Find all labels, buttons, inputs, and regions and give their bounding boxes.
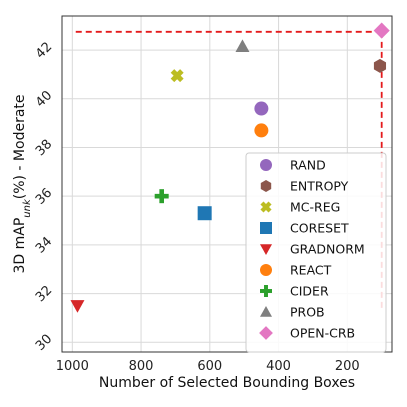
legend-marker-rand xyxy=(260,159,272,171)
data-point-cider xyxy=(154,189,169,204)
legend-marker-entropy xyxy=(260,180,272,192)
legend-marker-coreset xyxy=(260,222,272,234)
x-tick-label: 800 xyxy=(129,359,154,374)
legend-item-open-crb: OPEN-CRB xyxy=(259,326,355,341)
data-point-open-crb xyxy=(373,22,390,39)
legend-marker-cider xyxy=(260,285,272,297)
x-tick-label: 400 xyxy=(266,359,291,374)
y-axis-title-rest: (%) - Moderate xyxy=(12,94,28,199)
legend-label: GRADNORM xyxy=(290,242,365,257)
legend: RAND ENTROPY MC-REG CORESET GRADNORM REACT CID… xyxy=(245,152,387,353)
legend-marker-open-crb xyxy=(259,326,273,340)
data-point-rand xyxy=(254,101,269,116)
data-point-react xyxy=(254,123,269,138)
y-axis-title-subscript: unk xyxy=(22,198,33,218)
legend-item-mc-reg: MC-REG xyxy=(260,200,340,215)
x-tick-labels: 1000 800 600 400 200 xyxy=(56,359,360,374)
x-tick-label: 1000 xyxy=(56,359,89,374)
legend-marker-prob xyxy=(260,306,272,317)
legend-label: MC-REG xyxy=(290,200,340,215)
legend-box xyxy=(245,152,387,353)
legend-marker-react xyxy=(260,264,272,276)
legend-label: REACT xyxy=(290,263,332,278)
x-tick-label: 200 xyxy=(335,359,360,374)
data-point-prob xyxy=(235,39,250,53)
x-tick-label: 600 xyxy=(197,359,222,374)
legend-item-rand: RAND xyxy=(260,158,326,173)
plot-frame xyxy=(61,15,393,353)
legend-item-react: REACT xyxy=(260,263,332,278)
legend-item-coreset: CORESET xyxy=(260,221,349,236)
data-point-mc-reg xyxy=(170,69,184,83)
y-axis-title: 3D mAPunk(%) - Moderate xyxy=(12,94,33,273)
legend-item-entropy: ENTROPY xyxy=(260,179,349,194)
legend-label: RAND xyxy=(290,158,326,173)
legend-marker-gradnorm xyxy=(260,244,272,255)
legend-label: CORESET xyxy=(290,221,349,236)
grid-lines xyxy=(62,16,392,352)
data-point-entropy xyxy=(373,58,387,73)
data-points xyxy=(70,22,390,313)
legend-item-cider: CIDER xyxy=(260,284,329,299)
legend-label: OPEN-CRB xyxy=(290,326,355,341)
legend-marker-mc-reg xyxy=(260,201,272,213)
x-axis-title: Number of Selected Bounding Boxes xyxy=(99,375,355,391)
data-point-gradnorm xyxy=(70,300,85,313)
legend-label: CIDER xyxy=(290,284,329,299)
legend-item-gradnorm: GRADNORM xyxy=(260,242,365,257)
legend-label: PROB xyxy=(290,305,325,320)
y-axis-title-main: 3D mAP xyxy=(12,218,28,274)
legend-item-prob: PROB xyxy=(260,305,325,320)
data-point-coreset xyxy=(197,206,212,221)
legend-label: ENTROPY xyxy=(290,179,349,194)
